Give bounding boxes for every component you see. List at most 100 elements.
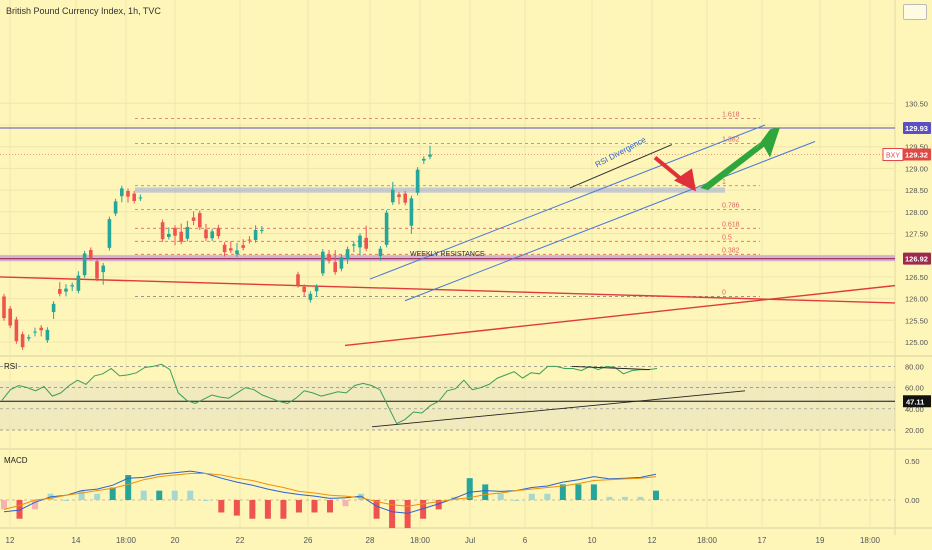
macd-histogram-bar	[528, 493, 535, 500]
candle-body	[345, 249, 350, 260]
candle-body	[384, 212, 389, 245]
candle-body	[308, 293, 313, 300]
macd-histogram-bar	[358, 493, 365, 500]
candle-body	[185, 226, 190, 239]
x-tick-label: 12	[6, 536, 15, 545]
price-tag-box	[903, 148, 931, 161]
channel-lower-line	[404, 141, 816, 302]
candle-body	[216, 227, 221, 237]
macd-histogram-bar	[16, 500, 23, 519]
candle-body	[409, 198, 414, 226]
candle-body	[76, 275, 81, 291]
x-tick-label: 18:00	[116, 536, 137, 545]
x-tick-label: 6	[523, 536, 528, 545]
candle-body	[422, 158, 426, 161]
macd-histogram-bar	[202, 500, 209, 501]
macd-histogram-bar	[125, 475, 132, 500]
candle-body	[64, 288, 68, 292]
candle-body	[58, 289, 62, 294]
price-tick-label: 129.00	[905, 164, 928, 173]
divergence-line	[569, 144, 673, 189]
candle-body	[160, 222, 165, 240]
macd-histogram-bar	[420, 500, 427, 519]
price-tag-bxy: 129.32	[905, 151, 928, 160]
rsi-divergence-label: RSI Divergence	[594, 135, 648, 170]
candle-body	[321, 251, 325, 274]
fib-level-label: 1.382	[722, 137, 740, 144]
rsi-tick-label: 80.00	[905, 362, 924, 371]
downtrend-line	[0, 276, 896, 304]
candle-body	[70, 285, 74, 287]
rsi-trendline	[371, 390, 746, 428]
candle-body	[167, 233, 171, 237]
candle-body	[364, 237, 368, 249]
fib-level-label: 0.5	[722, 234, 732, 241]
macd-histogram-bar	[621, 496, 628, 500]
macd-histogram-bar	[171, 490, 178, 500]
candle-body	[39, 327, 43, 331]
candle-body	[89, 249, 93, 258]
candle-body	[235, 250, 239, 255]
candle-body	[14, 319, 19, 342]
price-tag-symbol: BXY	[886, 153, 900, 160]
macd-histogram-bar	[94, 493, 101, 500]
candle-body	[204, 229, 208, 239]
candle-body	[352, 244, 356, 246]
candle-body	[391, 189, 395, 203]
candle-body	[302, 286, 306, 293]
fib-level-label: 1	[722, 179, 726, 186]
rsi-line	[1, 363, 658, 425]
candle-body	[247, 239, 252, 241]
macd-histogram-bar	[311, 500, 318, 513]
candle-body	[378, 248, 383, 257]
candle-body	[339, 257, 344, 269]
candle-body	[113, 201, 118, 214]
candle-body	[138, 197, 143, 199]
macd-histogram-bar	[295, 500, 302, 513]
price-tick-label: 129.50	[905, 143, 928, 152]
macd-histogram-bar	[233, 500, 240, 516]
macd-line	[3, 470, 657, 514]
macd-histogram-bar	[342, 500, 349, 507]
candle-body	[314, 286, 319, 292]
green-arrow	[700, 127, 780, 191]
fib-level-label: 0.618	[722, 221, 740, 228]
candle-body	[333, 262, 337, 273]
macd-tick-label: 0.50	[905, 457, 920, 466]
rsi-tick-label: 60.00	[905, 384, 924, 393]
macd-histogram-bar	[78, 490, 85, 500]
macd-histogram-bar	[1, 500, 7, 510]
macd-histogram-bar	[249, 500, 256, 519]
candle-body	[33, 331, 37, 333]
x-tick-label: 10	[588, 536, 597, 545]
channel-upper-line	[369, 124, 766, 280]
candle-body	[260, 230, 264, 232]
macd-histogram-bar	[327, 500, 333, 513]
price-tag-box	[903, 122, 931, 135]
candle-body	[253, 230, 258, 241]
macd-histogram-bar	[32, 500, 39, 510]
macd-histogram-bar	[575, 484, 582, 500]
x-tick-label: 14	[72, 536, 81, 545]
rsi-current-box	[903, 395, 931, 408]
macd-histogram-bar	[482, 484, 489, 500]
rsi-divergence-line	[571, 365, 651, 371]
red-arrow-head	[674, 168, 696, 192]
chart-title: British Pound Currency Index, 1h, TVC	[6, 6, 161, 16]
price-tick-label: 130.50	[905, 99, 928, 108]
candle-body	[222, 244, 227, 253]
chart-settings-button[interactable]	[903, 4, 927, 20]
price-tick-label: 125.50	[905, 316, 928, 325]
candle-body	[358, 235, 362, 248]
macd-histogram-bar	[513, 500, 520, 501]
price-tag-upper: 129.93	[905, 124, 928, 133]
macd-histogram-bar	[466, 478, 473, 500]
x-tick-label: 18:00	[410, 536, 431, 545]
price-tick-label: 126.50	[905, 273, 928, 282]
macd-histogram-bar	[497, 493, 504, 500]
candle-body	[82, 253, 87, 276]
x-tick-label: 19	[816, 536, 825, 545]
candle-body	[415, 169, 420, 193]
